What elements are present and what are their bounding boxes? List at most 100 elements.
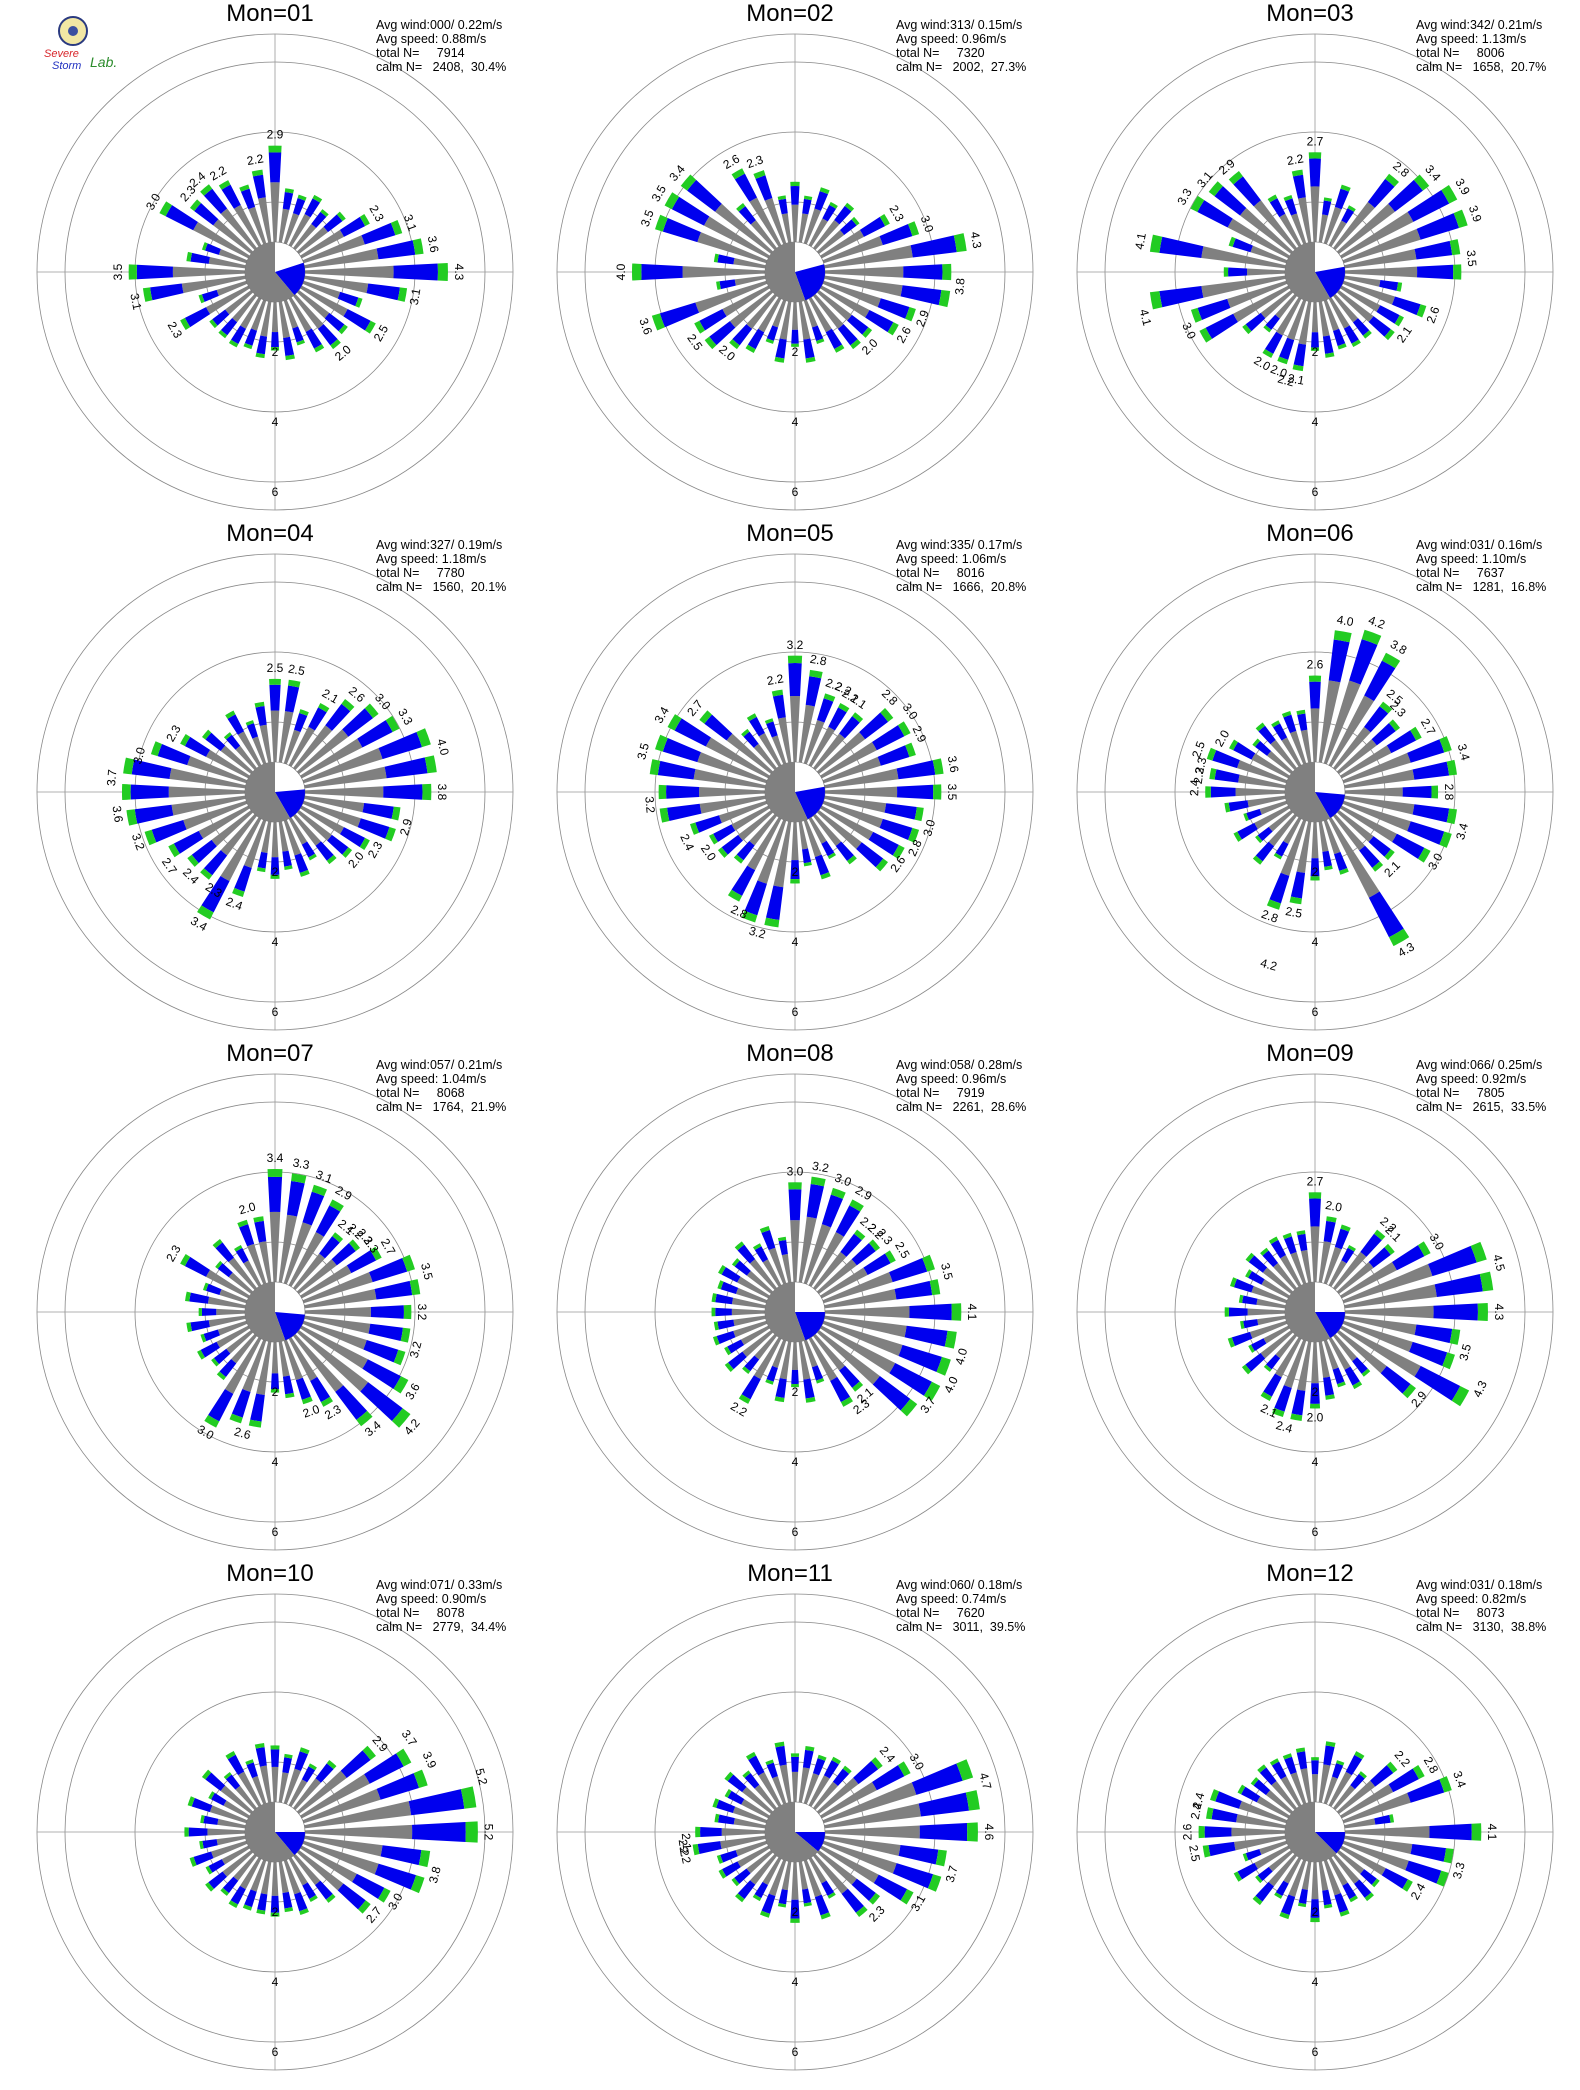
bar-segment-mid [1368,316,1391,337]
bar-segment-low [822,1272,893,1304]
bar-segment-low [791,204,799,243]
bar-segment-mid [778,1889,788,1905]
bar-segment-low [1342,1264,1433,1304]
bar-segment-low [235,745,257,771]
bar-segment-mid [839,219,857,235]
bar-segment-high [1436,1870,1449,1887]
bar-segment-low [302,280,341,299]
bar-value-label: 3.9 [1466,203,1485,224]
bar-segment-mid [324,312,345,332]
bar-segment-mid [1414,1324,1453,1344]
bar-segment-mid [1388,179,1423,212]
bar-segment-high [695,1826,701,1838]
bar-segment-low [750,220,777,251]
bar-segment-mid [201,1308,217,1316]
bar-segment-low [302,1272,373,1304]
bar-segment-mid [136,264,173,280]
stats-line: calm N= 2002, 27.3% [896,60,1027,74]
bar-segment-mid [802,1888,812,1904]
bar-segment-low [278,711,294,763]
bar-segment-low [1283,1857,1302,1884]
bar-segment-low [1236,1814,1286,1829]
bar-segment-high [953,233,967,253]
bar-segment-mid [1258,725,1276,745]
bar-segment-high [1228,236,1236,247]
bar-segment-high [299,709,309,716]
bar-segment-low [181,275,246,294]
bar-value-label: 3.5 [938,1261,956,1281]
bar-value-label: 2.8 [809,652,828,669]
panel-title: Mon=03 [1266,0,1354,27]
bar-segment-low [721,1828,766,1836]
bar-segment-mid [911,1763,963,1795]
bar-segment-high [1233,831,1242,842]
bar-segment-low [1323,1776,1338,1805]
bar-segment-mid [709,321,736,346]
bar-segment-low [824,786,898,798]
bar-segment-mid [1271,1761,1287,1780]
bar-segment-low [1328,1337,1351,1370]
bar-value-label: 3.7 [399,1727,420,1749]
bar-value-label: 2.6 [721,151,743,172]
bar-segment-mid [314,1880,333,1900]
wind-rose-panel: 3.2 2.8 2.2 2.2 2.2 2.1 2.1 2.8 3.0 2.9 3.6 3.5 3.0 2… [530,520,1050,1040]
radial-tick-label: 2 [272,1905,279,1919]
bar-segment-mid [1274,1385,1292,1412]
bar-segment-mid [877,298,910,319]
bar-segment-high [159,201,173,217]
bar-segment-low [803,819,822,858]
bar-segment-mid [282,192,294,210]
bar-segment-high [1271,720,1281,728]
bar-segment-low [300,1774,370,1819]
bar-value-label: 2.5 [267,661,284,675]
stats-block: Avg wind:060/ 0.18m/s Avg speed: 0.74m/s t… [896,1578,1025,1634]
bar-segment-mid [374,1863,417,1890]
bar-segment-mid [283,336,295,357]
bar-segment-low [820,1267,868,1299]
bars [128,145,448,361]
bar-segment-high [234,1245,243,1252]
bar-segment-high [905,306,916,322]
bar-segment-low [217,1818,246,1829]
stats-line: Avg wind:342/ 0.21m/s [1416,18,1543,32]
bar-segment-low [296,290,330,319]
radial-tick-label: 6 [1312,2045,1319,2059]
bar-segment-low [718,800,768,824]
bar-segment-mid [897,784,934,800]
bar-segment-low [750,1853,777,1885]
bar-segment-low [1323,206,1342,245]
bar-segment-high [201,1769,212,1780]
bar-value-label: 2.2 [1392,1748,1414,1770]
bar-segment-low [731,1308,766,1316]
bar-segment-mid [872,1375,911,1411]
wind-rose-plot: 2.32.63.43.53.54.03.62.5 2.02.3 3.04.33.82… [556,33,1034,511]
bar-segment-high [1324,865,1333,871]
bar-segment-high [1224,802,1231,813]
bar-segment-mid [1322,335,1334,354]
bar-segment-low [791,301,799,330]
bar-segment-low [304,265,394,279]
stats-block: Avg wind:066/ 0.25m/s Avg speed: 0.92m/s t… [1416,1058,1546,1114]
bar-segment-mid [282,1375,294,1395]
bar-segment-low [1263,1325,1290,1344]
bar-segment-high [291,1173,307,1184]
bar-segment-mid [761,1893,776,1914]
bar-segment-mid [790,186,800,205]
bar-segment-mid [294,1751,309,1771]
bar-segment-low [1342,1792,1411,1824]
bar-segment-high [216,1371,226,1381]
bar-segment-mid [1391,296,1421,316]
bar-segment-mid [1243,1319,1259,1329]
bar-value-label: 2.6 [1181,1823,1195,1840]
calm-slice-blue [795,1312,825,1341]
bar-segment-high [270,874,280,879]
bar-segment-low [1336,1780,1376,1814]
bar-segment-low [820,1781,877,1819]
bar-segment-mid [821,1880,835,1896]
bar-segment-mid [821,840,835,857]
bar-segment-mid [337,291,359,307]
bar-segment-high [437,262,448,282]
bar-segment-mid [211,1792,227,1806]
calm-slice-blue [795,264,825,301]
bar-segment-low [278,821,289,852]
